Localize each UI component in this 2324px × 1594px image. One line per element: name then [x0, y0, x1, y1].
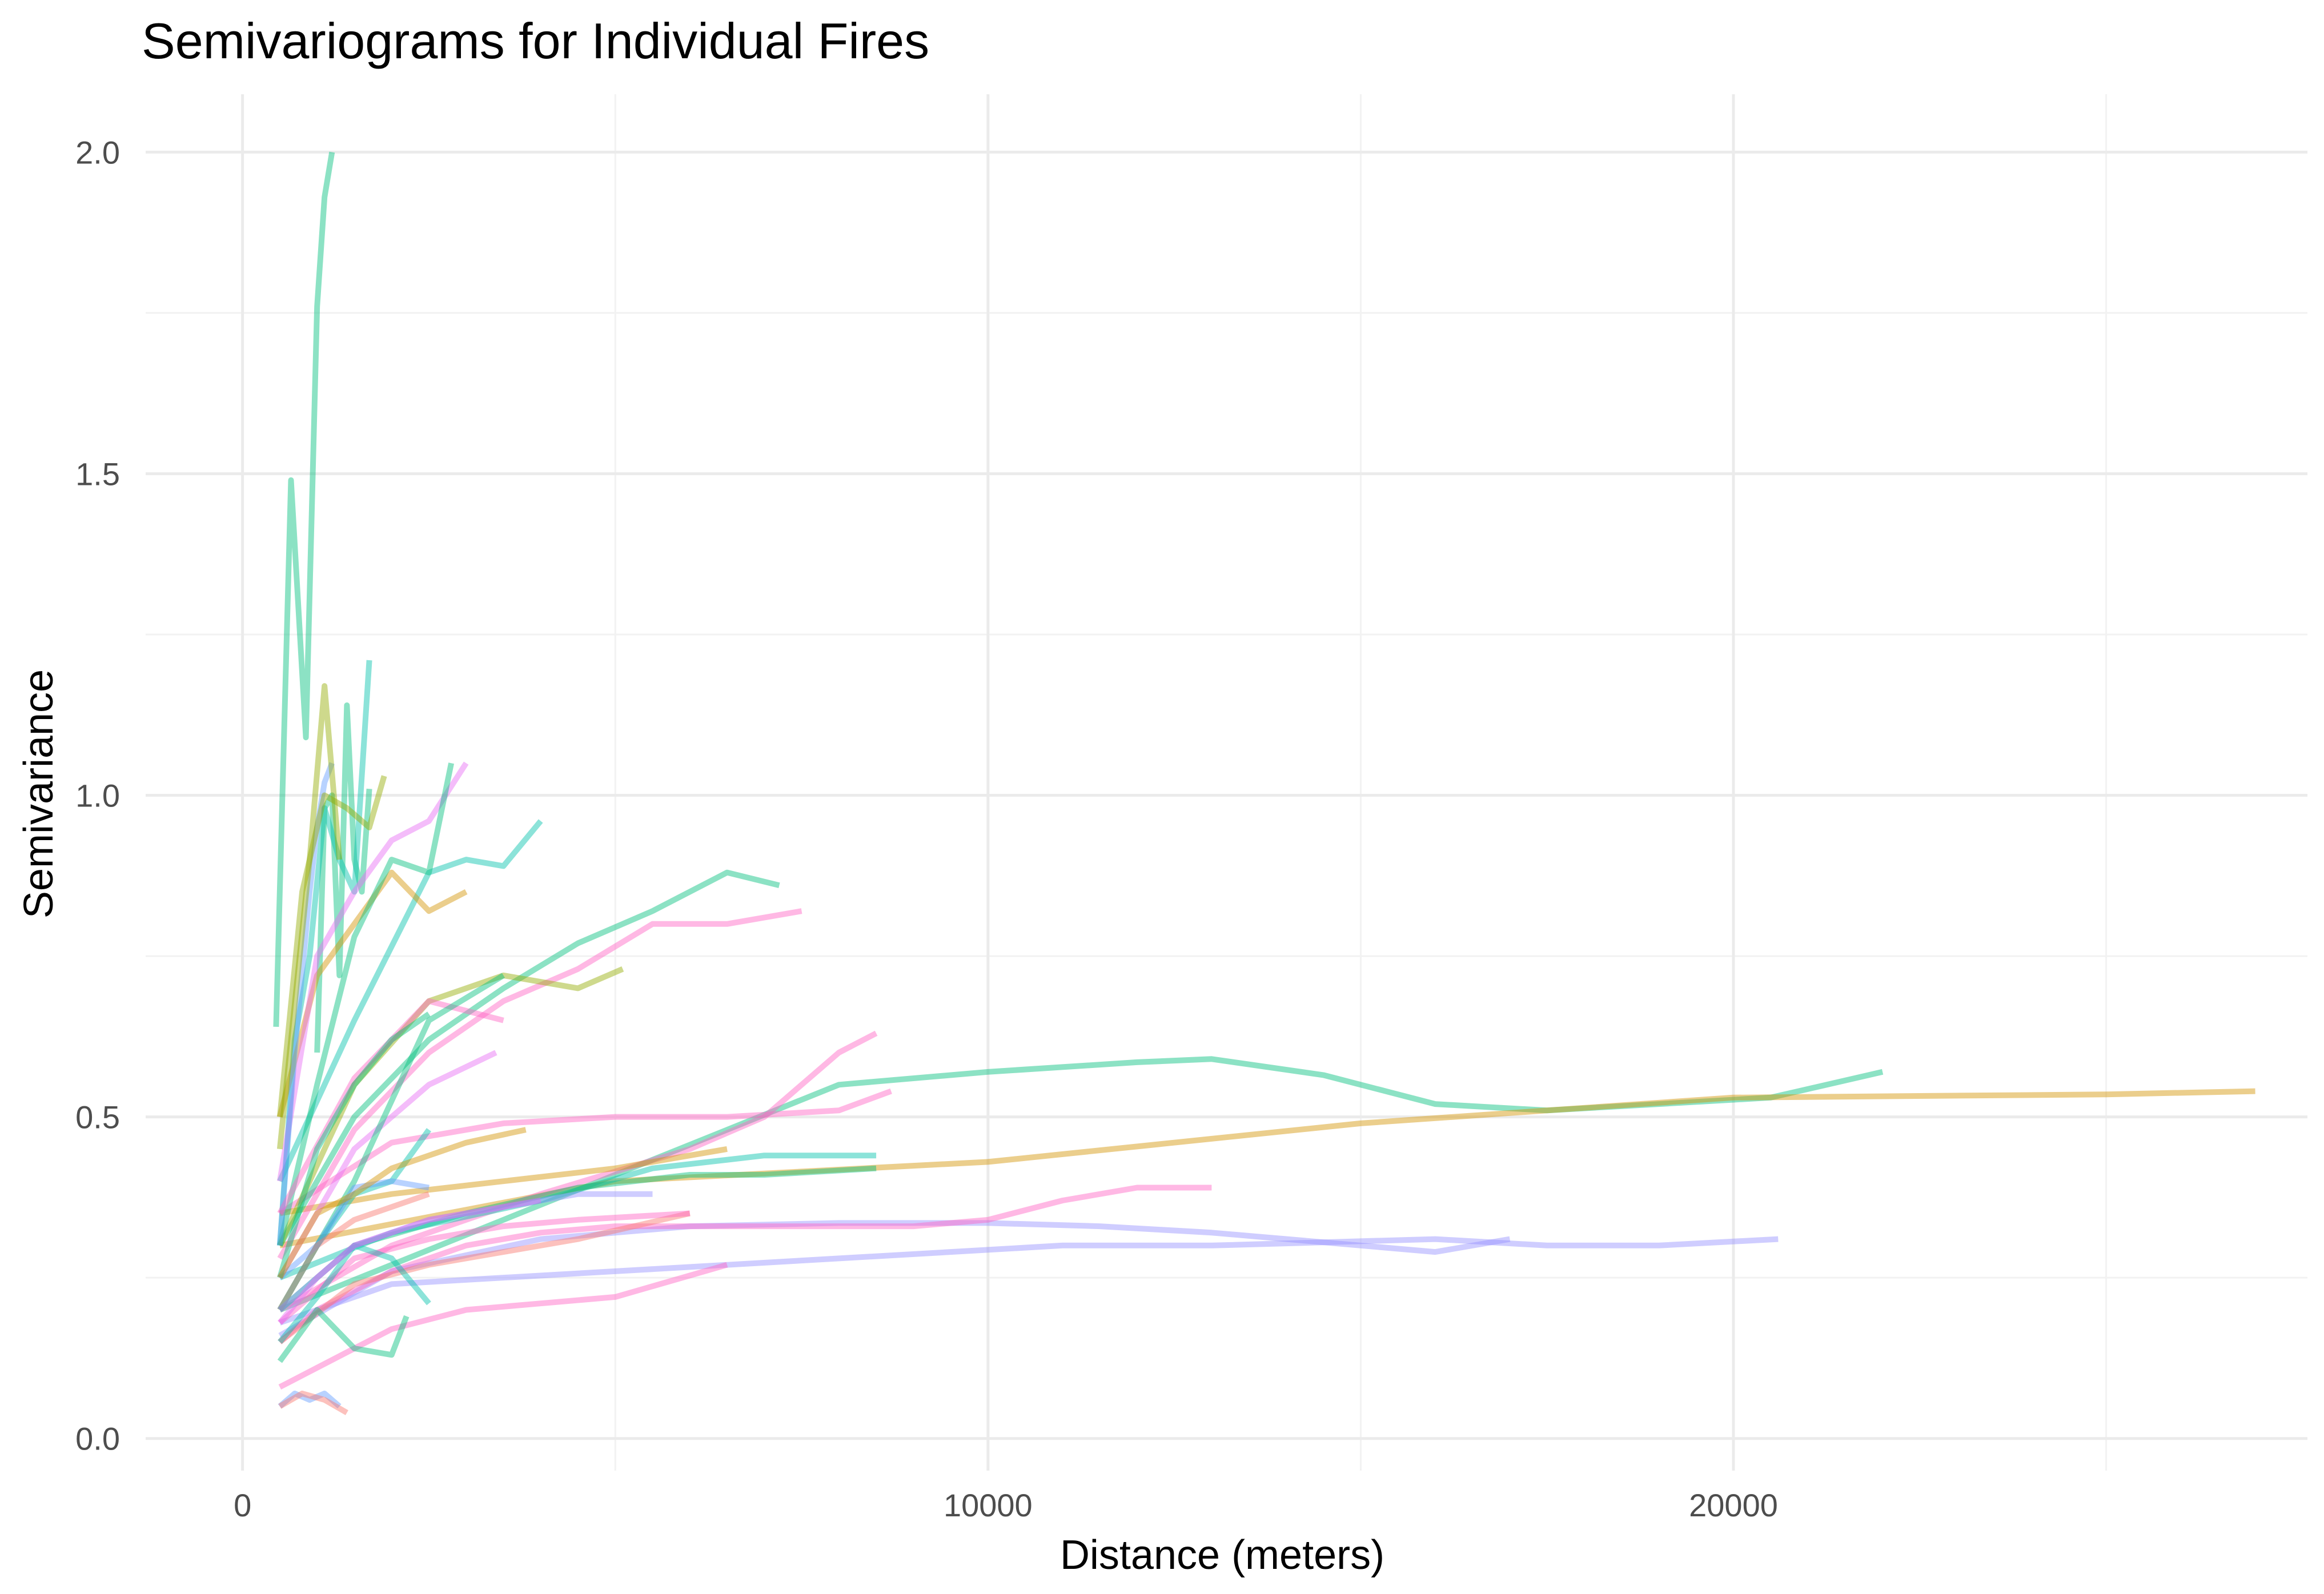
chart-title: Semivariograms for Individual Fires [142, 13, 929, 69]
series-line-23 [276, 775, 387, 1118]
series-line-4 [279, 1056, 1884, 1313]
series-line-28 [277, 1128, 432, 1312]
series-line-11 [278, 1165, 877, 1312]
series-line-3 [276, 660, 372, 1246]
x-tick-label: 20000 [1689, 1487, 1778, 1523]
series-line-25 [277, 998, 504, 1215]
series-lines [273, 151, 2255, 1415]
minor-gridlines [146, 94, 2307, 1471]
series-line-29 [278, 1178, 430, 1280]
series-line-39 [278, 1191, 653, 1312]
series-line-21 [277, 762, 454, 1246]
x-tick-label: 0 [234, 1487, 251, 1523]
series-line-14 [278, 1262, 728, 1390]
series-line-22 [276, 762, 335, 1246]
series-line-1 [273, 151, 335, 1027]
series-line-18 [277, 819, 543, 1183]
x-axis-title: Distance (meters) [1060, 1532, 1384, 1578]
x-axis-tick-labels: 0 10000 20000 [234, 1487, 1778, 1523]
series-line-40 [278, 1198, 541, 1325]
major-gridlines [146, 94, 2307, 1471]
series-line-6 [278, 1220, 1511, 1338]
series-line-2 [314, 702, 372, 1053]
series-line-32 [278, 1210, 691, 1344]
series-line-5 [279, 1088, 2255, 1248]
series-line-20 [276, 761, 469, 1182]
y-tick-label: 0.5 [75, 1099, 120, 1135]
x-tick-label: 10000 [944, 1487, 1033, 1523]
series-line-27 [277, 973, 505, 1312]
series-line-33 [278, 1210, 691, 1325]
y-tick-label: 0.0 [75, 1421, 120, 1457]
series-line-36 [278, 1390, 342, 1409]
series-line-8 [278, 1185, 1212, 1344]
y-axis-title: Semivariance [16, 669, 62, 918]
y-tick-label: 1.0 [75, 778, 120, 814]
series-line-10 [278, 1030, 878, 1312]
series-line-15 [277, 869, 780, 1247]
series-line-24 [276, 683, 343, 1150]
series-line-7 [279, 1236, 1779, 1326]
y-tick-label: 2.0 [75, 134, 120, 170]
y-tick-label: 1.5 [75, 456, 120, 492]
series-line-19 [277, 869, 468, 1118]
series-line-9 [278, 1088, 892, 1216]
series-line-37 [278, 1390, 348, 1415]
y-axis-tick-labels: 0.0 0.5 1.0 1.5 2.0 [75, 134, 120, 1456]
series-line-17 [277, 966, 624, 1247]
series-line-12 [279, 1153, 877, 1280]
series-line-35 [278, 1242, 431, 1344]
series-line-13 [279, 1146, 728, 1216]
series-line-16 [277, 908, 802, 1260]
series-line-30 [277, 1011, 431, 1279]
series-line-26 [277, 1050, 497, 1279]
series-line-31 [277, 1191, 430, 1312]
series-line-38 [277, 1127, 527, 1279]
series-line-34 [277, 1307, 410, 1363]
